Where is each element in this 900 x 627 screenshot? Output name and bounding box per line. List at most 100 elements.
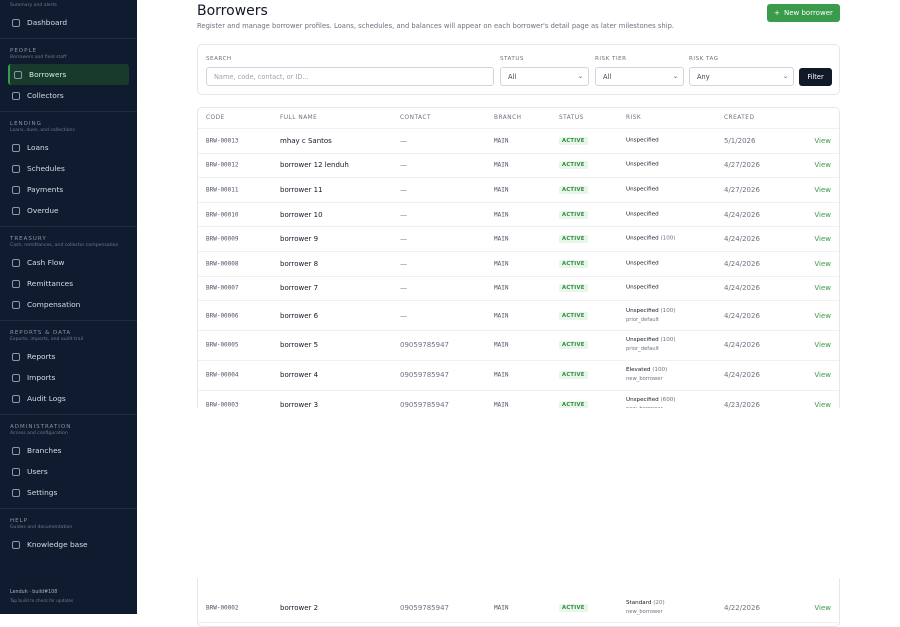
nav-label: Settings: [27, 488, 58, 497]
nav-icon: [14, 70, 22, 79]
nav-item[interactable]: Cash Flow: [8, 252, 129, 273]
section-subtitle: Guides and documentation: [10, 525, 73, 530]
code: BRW-00013: [206, 137, 239, 145]
filter-button[interactable]: Filter: [799, 68, 832, 86]
column-header: CODE: [206, 115, 225, 121]
nav-section: TREASURY Cash, remittances, and collector…: [0, 236, 137, 315]
caret: ⌄: [782, 73, 788, 80]
nav-icon: [12, 143, 20, 152]
branch: MAIN: [494, 341, 509, 349]
nav-item[interactable]: Borrowers: [8, 64, 129, 85]
caret: ⌄: [672, 73, 678, 80]
table-row: BRW-00011 borrower 11 — MAIN ACTIVE Unspecifi…: [198, 178, 839, 203]
view-link[interactable]: View: [814, 400, 831, 409]
risk-score: (100): [660, 337, 676, 344]
section-subtitle: Exports, imports, and audit trail: [10, 337, 84, 342]
nav-label: Imports: [27, 373, 56, 382]
created: 4/24/2026: [724, 284, 760, 293]
risk-tier: Unspecified: [626, 396, 659, 403]
status-badge: ACTIVE: [559, 210, 588, 219]
nav-item[interactable]: Imports: [8, 367, 129, 388]
risk-tier: Unspecified: [626, 186, 659, 193]
nav-item[interactable]: Knowledge base: [8, 534, 129, 555]
view-link[interactable]: View: [814, 161, 831, 170]
branch: MAIN: [494, 137, 509, 145]
risk: Unspecified (100) prior_default: [626, 307, 676, 325]
branch: MAIN: [494, 401, 509, 409]
nav-icon: [12, 258, 20, 267]
view-link[interactable]: View: [814, 235, 831, 244]
sidebar: OVERVIEWSummary and alerts Dashboard PEOPL…: [0, 0, 137, 614]
nav-item[interactable]: Payments: [8, 179, 129, 200]
table-row: BRW-00006 borrower 6 — MAIN ACTIVE Unspecifie…: [198, 301, 839, 331]
nav-item[interactable]: Overdue: [8, 200, 129, 221]
risk-tag: prior_default: [626, 346, 660, 353]
status-badge: ACTIVE: [559, 341, 588, 350]
status-badge: ACTIVE: [559, 185, 588, 194]
status-select[interactable]: All ⌄: [500, 67, 589, 86]
search-input[interactable]: Name, code, contact, or ID...: [206, 67, 494, 86]
nav-label: Schedules: [27, 164, 65, 173]
risk: Unspecified (100) prior_default: [626, 336, 676, 354]
column-header: CREATED: [724, 115, 755, 121]
risk-score: (100): [660, 307, 676, 314]
risk-tier: Standard: [626, 599, 652, 606]
branch: MAIN: [494, 235, 509, 243]
nav-item[interactable]: Settings: [8, 482, 129, 503]
contact: 09059785947: [400, 371, 449, 380]
contact: —: [400, 210, 407, 219]
created: 4/27/2026: [724, 185, 760, 194]
view-link[interactable]: View: [814, 284, 831, 293]
divider: [0, 111, 137, 112]
view-link[interactable]: View: [814, 341, 831, 350]
risk-tier: Unspecified: [626, 235, 659, 242]
nav-icon: [12, 164, 20, 173]
view-link[interactable]: View: [814, 371, 831, 380]
risk-tier: Unspecified: [626, 161, 659, 168]
status-badge: ACTIVE: [559, 603, 588, 612]
column-header: STATUS: [559, 115, 584, 121]
risk-tag: new_borrower: [626, 376, 663, 383]
nav-label: Payments: [27, 185, 64, 194]
nav-item[interactable]: Schedules: [8, 158, 129, 179]
view-link[interactable]: View: [814, 603, 831, 612]
nav-section: LENDING Loans, dues, and collections Loans…: [0, 121, 137, 221]
view-link[interactable]: View: [814, 311, 831, 320]
nav-label: Cash Flow: [27, 258, 65, 267]
view-link[interactable]: View: [814, 259, 831, 268]
nav-item[interactable]: Audit Logs: [8, 388, 129, 409]
view-link[interactable]: View: [814, 185, 831, 194]
sidebar-footer[interactable]: Lenduh · build#108 Tap build to check fo…: [10, 589, 73, 605]
tag-label: RISK TAG: [689, 56, 719, 62]
tag-select[interactable]: Any ⌄: [689, 67, 794, 86]
nav-icon: [12, 185, 20, 194]
render-gap: [137, 408, 900, 578]
code: BRW-00008: [206, 260, 239, 268]
risk-score: (100): [660, 235, 676, 242]
view-link[interactable]: View: [814, 210, 831, 219]
nav-item[interactable]: Branches: [8, 440, 129, 461]
nav-section: ADMINISTRATION Access and configuration Br…: [0, 424, 137, 503]
column-header: FULL NAME: [280, 115, 318, 121]
view-link[interactable]: View: [814, 136, 831, 145]
tier-select[interactable]: All ⌄: [595, 67, 684, 86]
nav-item[interactable]: Dashboard: [8, 12, 129, 33]
status-badge: ACTIVE: [559, 371, 588, 380]
nav-section: REPORTS & DATA Exports, imports, and audi…: [0, 330, 137, 409]
status-badge: ACTIVE: [559, 259, 588, 268]
nav-icon: [12, 373, 20, 382]
nav-item[interactable]: Loans: [8, 137, 129, 158]
new-borrower-button[interactable]: + New borrower: [767, 4, 840, 22]
nav-item[interactable]: Collectors: [8, 85, 129, 106]
risk: Unspecified: [626, 210, 659, 219]
select-value: All: [603, 72, 612, 81]
nav-item[interactable]: Reports: [8, 346, 129, 367]
status-badge: ACTIVE: [559, 161, 588, 170]
full-name: borrower 11: [280, 185, 323, 194]
section-subtitle: Borrowers and field staff: [10, 55, 67, 60]
nav-label: Compensation: [27, 300, 81, 309]
nav-item[interactable]: Compensation: [8, 294, 129, 315]
nav-item[interactable]: Users: [8, 461, 129, 482]
nav-item[interactable]: Remittances: [8, 273, 129, 294]
risk-tier: Unspecified: [626, 307, 659, 314]
